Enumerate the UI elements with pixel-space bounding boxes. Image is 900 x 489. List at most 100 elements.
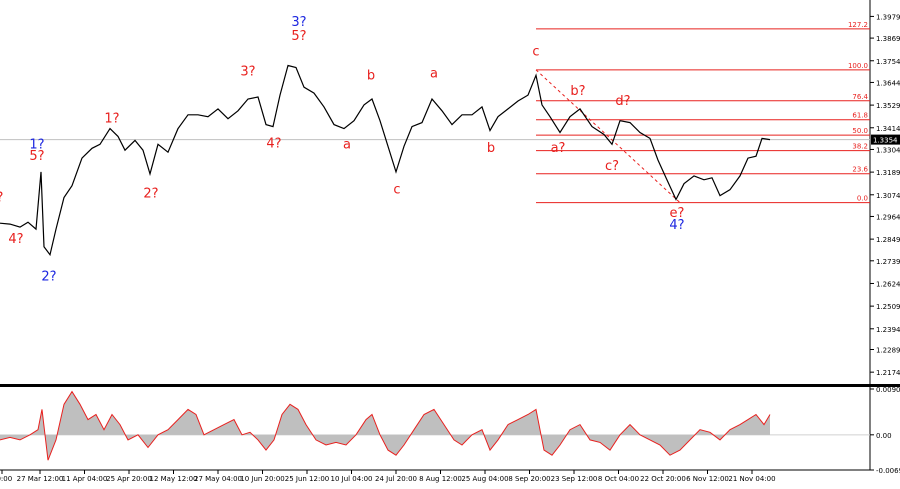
fib-level-label: 50.0 [852,127,868,135]
oscillator-bar [730,424,740,435]
oscillator-bar [396,434,404,456]
oscillator-bar [424,409,434,435]
fib-level-label: 61.8 [852,112,868,120]
time-tick-label: 22 Oct 20:00 [640,475,686,483]
oscillator-bar [518,414,528,435]
price-tick-label: 1.3529 [876,102,900,110]
oscillator-tick-label: 0.00 [876,432,892,440]
price-tick-label: 1.2509 [876,303,900,311]
oscillator-bar [600,434,610,451]
time-tick-label: 21 Nov 04:00 [728,475,775,483]
price-tick-label: 1.3869 [876,35,900,43]
wave-label: 4? [8,232,23,247]
wave-label: 3? [240,64,255,79]
price-tick-label: 1.3754 [876,58,900,66]
oscillator-bar [316,434,326,445]
fib-level-label: 38.2 [852,143,868,151]
wave-label: a [430,66,438,81]
price-tick-label: 1.3189 [876,169,900,177]
price-series-line [0,64,771,257]
time-tick-label: 27 Mar 12:00 [17,475,64,483]
oscillator-bar [454,434,462,445]
oscillator-bar [80,404,88,435]
fib-level-label: 76.4 [852,93,868,101]
oscillator-signal-line [0,390,771,461]
wave-label: 3? [291,15,306,30]
oscillator-bar [266,434,274,451]
wave-label: a [343,137,351,152]
oscillator-bar [650,434,660,445]
time-tick-label: 6 Nov 12:00 [686,475,729,483]
time-tick-label: 25 Apr 20:00 [106,475,152,483]
oscillator-bar [528,409,536,435]
wave-label: c [532,45,539,60]
oscillator-bar [336,434,346,445]
wave-label: 5? [29,149,44,164]
wave-label: 4? [669,218,684,233]
time-tick-label: 20:00 [0,475,12,483]
oscillator-bar [112,414,120,435]
price-tick-label: 1.3644 [876,79,900,87]
price-tick-label: 1.2394 [876,326,900,334]
time-tick-label: 24 Jul 20:00 [375,475,417,483]
wave-label: e? [670,206,685,221]
oscillator-bar [214,424,224,435]
oscillator-tick-label: -0.00692 [876,467,900,475]
oscillator-bar [366,414,372,435]
oscillator-bar [570,424,580,435]
price-tick-label: 1.2174 [876,369,900,377]
oscillator-bar [670,434,680,456]
oscillator-bar [168,419,178,435]
time-tick-label: 25 Jun 12:00 [285,475,329,483]
wave-label: 5? [291,29,306,44]
oscillator-bar [552,434,560,456]
time-tick-label: 25 Aug 04:00 [461,475,508,483]
wave-label: d? [615,94,630,109]
oscillator-bar [434,409,444,435]
oscillator-bar [388,434,396,456]
oscillator-bar [10,434,20,440]
fib-level-label: 100.0 [848,62,868,70]
time-tick-label: 12 May 12:00 [149,475,197,483]
oscillator-bar [72,391,80,435]
oscillator-bar [660,434,670,456]
time-tick-label: 27 May 04:00 [194,475,242,483]
panel-separator [0,384,900,387]
oscillator-bar [96,414,104,435]
current-price-label: 1.3354 [873,137,898,145]
oscillator-bar [282,404,290,435]
oscillator-bar [258,434,266,451]
wave-label: 4? [266,136,281,151]
price-tick-label: 1.3414 [876,125,900,133]
wave-label: b [367,68,375,83]
wave-label: 1? [29,137,44,152]
oscillator-tick-label: 0.00901 [876,386,900,394]
oscillator-bar [64,391,72,435]
oscillator-bar [298,409,306,435]
price-tick-label: 1.2739 [876,258,900,266]
oscillator-bar [188,409,196,435]
oscillator-bar [88,414,96,435]
oscillator-bar [748,414,756,435]
oscillator-bar [756,414,764,435]
oscillator-bar [764,414,770,435]
wave-label: c [393,183,400,198]
oscillator-bar [290,404,298,435]
oscillator-bar [104,414,112,435]
time-tick-label: 10 Jun 20:00 [240,475,284,483]
price-tick-label: 1.3979 [876,13,900,21]
time-tick-label: 23 Sep 12:00 [551,475,598,483]
current-price-box [871,134,900,145]
fib-trendline [535,69,681,204]
time-tick-label: 8 Sep 20:00 [508,475,550,483]
wave-label: 1? [104,112,119,127]
price-tick-label: 1.2624 [876,280,900,288]
oscillator-bar [700,429,710,435]
price-tick-label: 1.3304 [876,146,900,154]
fib-level-label: 0.0 [857,195,868,203]
wave-label: 2? [143,187,158,202]
oscillator-bar [544,434,552,456]
wave-label: b? [570,84,585,99]
